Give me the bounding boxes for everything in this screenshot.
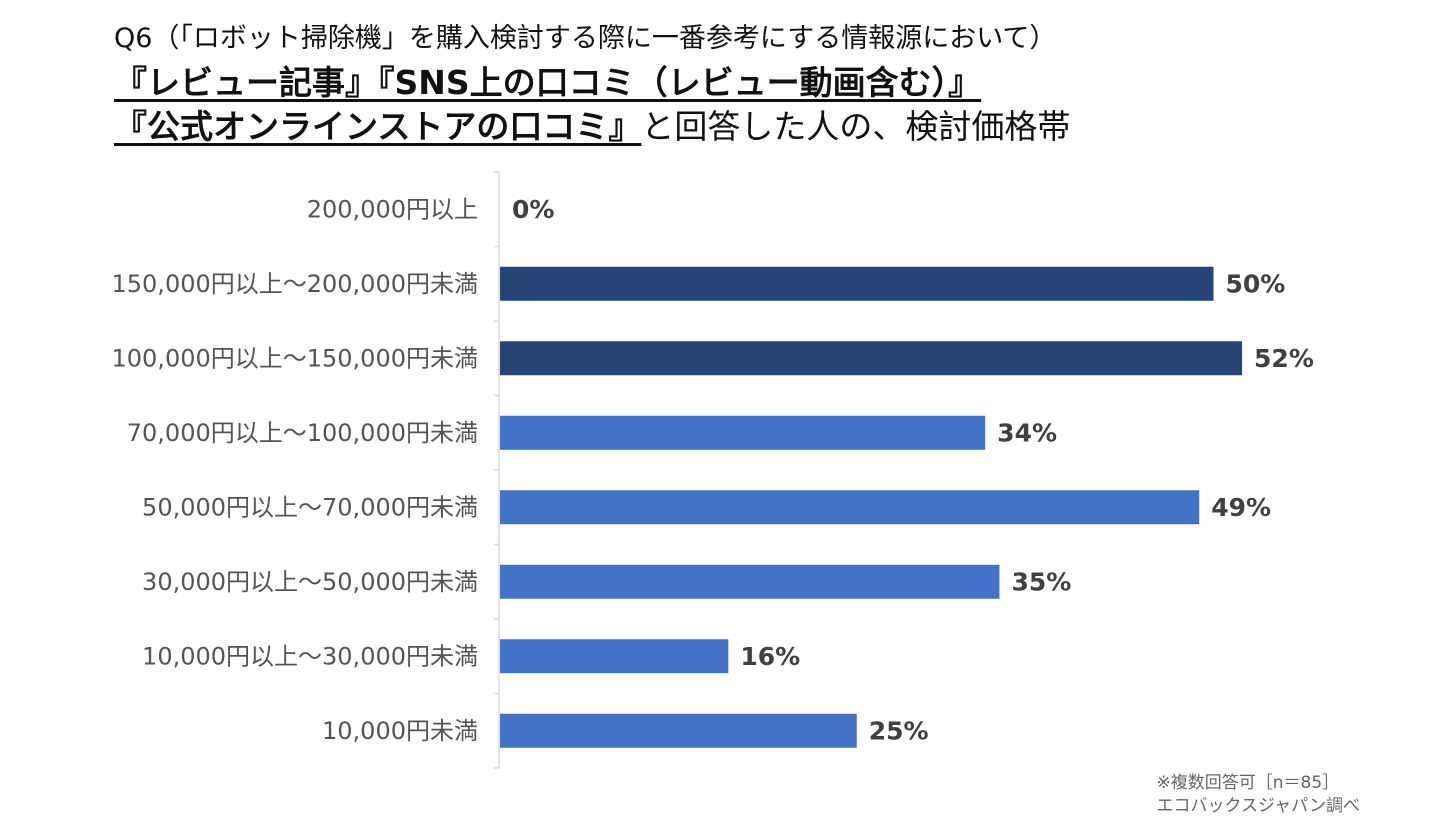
bar [500, 266, 1214, 301]
category-label: 30,000円以上～50,000円未満 [142, 568, 478, 596]
category-label: 150,000円以上～200,000円未満 [112, 270, 479, 298]
category-label: 10,000円未満 [322, 717, 478, 745]
category-label: 50,000円以上～70,000円未満 [142, 493, 478, 521]
bar [500, 415, 986, 450]
footnote: ※複数回答可［n＝85］ エコバックスジャパン調べ [1157, 772, 1361, 818]
chart-axis [494, 171, 500, 769]
footnote-source: エコバックスジャパン調べ [1156, 796, 1361, 816]
bar [500, 713, 857, 748]
footnote-sample-size: ※複数回答可［n＝85］ [1156, 773, 1340, 793]
chart-title-question: Q6（「ロボット掃除機」を購入検討する際に一番参考にする情報源において） [114, 23, 1057, 54]
value-label: 16% [740, 642, 800, 671]
value-label: 52% [1254, 344, 1314, 373]
chart-labels: 200,000円以上 0% 150,000円以上～200,000円未満 50% 100,… [112, 195, 1314, 746]
category-label: 70,000円以上～100,000円未満 [127, 419, 478, 447]
bar [500, 639, 729, 674]
value-label: 35% [1011, 567, 1071, 596]
bar [500, 341, 1243, 376]
category-label: 10,000円以上～30,000円未満 [142, 642, 478, 670]
bar [500, 564, 1000, 599]
chart-title-sources: 『レビュー記事』『SNS上の口コミ（レビュー動画含む）』 [114, 63, 982, 102]
value-label: 50% [1226, 269, 1286, 298]
category-label: 200,000円以上 [307, 195, 478, 223]
chart-title-subject: 『公式オンラインストアの口コミ』と回答した人の、検討価格帯 [114, 100, 1070, 148]
chart-title-topic: と回答した人の、検討価格帯 [641, 107, 1071, 146]
value-label: 49% [1211, 493, 1271, 522]
chart-title-source-official: 『公式オンラインストアの口コミ』 [114, 107, 642, 146]
chart-bars [500, 266, 1243, 748]
value-label: 25% [869, 716, 929, 745]
bar [500, 490, 1200, 525]
value-label: 34% [997, 418, 1057, 447]
value-label: 0% [512, 195, 554, 224]
category-label: 100,000円以上～150,000円未満 [112, 344, 479, 372]
